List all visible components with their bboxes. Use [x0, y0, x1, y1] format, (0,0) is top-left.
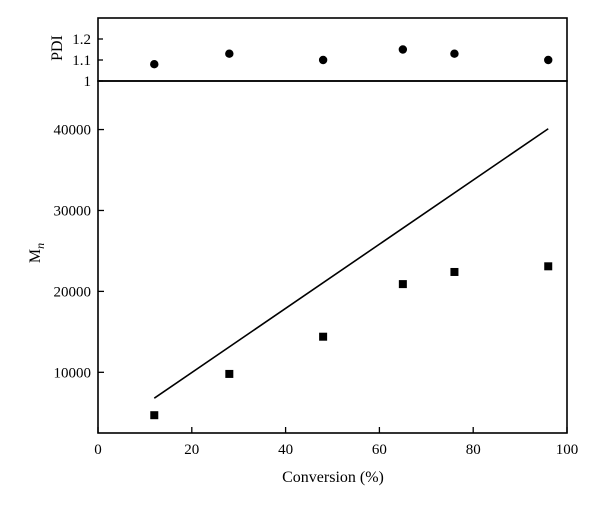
x-tick-label: 20	[184, 442, 199, 458]
pdi-data-point	[225, 49, 234, 58]
mn-panel: 10000 20000 30000 40000	[54, 80, 568, 434]
mn-plot-frame	[97, 80, 568, 434]
mn-data-point	[150, 411, 159, 420]
pdi-data-point	[450, 49, 459, 58]
mn-axis-title: Mn	[27, 243, 47, 263]
mn-y-tick-label: 20000	[54, 284, 92, 300]
x-tick-label: 80	[466, 442, 481, 458]
mn-data-point	[544, 262, 553, 271]
x-axis: 0 20 40 60 80 100	[94, 427, 578, 458]
x-tick-label: 0	[94, 442, 102, 458]
pdi-data-point	[398, 45, 408, 54]
pdi-panel: 1 1.1 1.2	[72, 17, 568, 90]
pdi-y-tick-label: 1.2	[72, 32, 91, 48]
x-tick-label: 60	[372, 442, 387, 458]
mn-data-point	[225, 369, 234, 378]
mn-data-point	[319, 332, 328, 341]
pdi-data-point	[318, 55, 328, 65]
mn-y-tick-label: 30000	[54, 203, 92, 219]
pdi-plot-frame	[97, 17, 568, 82]
x-axis-title: Conversion (%)	[282, 469, 384, 486]
pdi-y-tick-label: 1.1	[72, 53, 91, 69]
mn-theoretical-line	[153, 128, 549, 399]
pdi-data-point	[150, 59, 159, 69]
x-tick-label: 40	[278, 442, 293, 458]
pdi-axis-title: PDI	[49, 35, 66, 61]
pdi-data-point	[544, 55, 553, 65]
mn-y-tick-label: 40000	[54, 123, 92, 139]
mn-y-tick-label: 10000	[54, 365, 92, 381]
mn-data-point	[450, 267, 459, 276]
pdi-y-tick-label: 1	[84, 74, 92, 90]
x-tick-label: 100	[556, 442, 579, 458]
mn-data-point	[398, 280, 407, 289]
